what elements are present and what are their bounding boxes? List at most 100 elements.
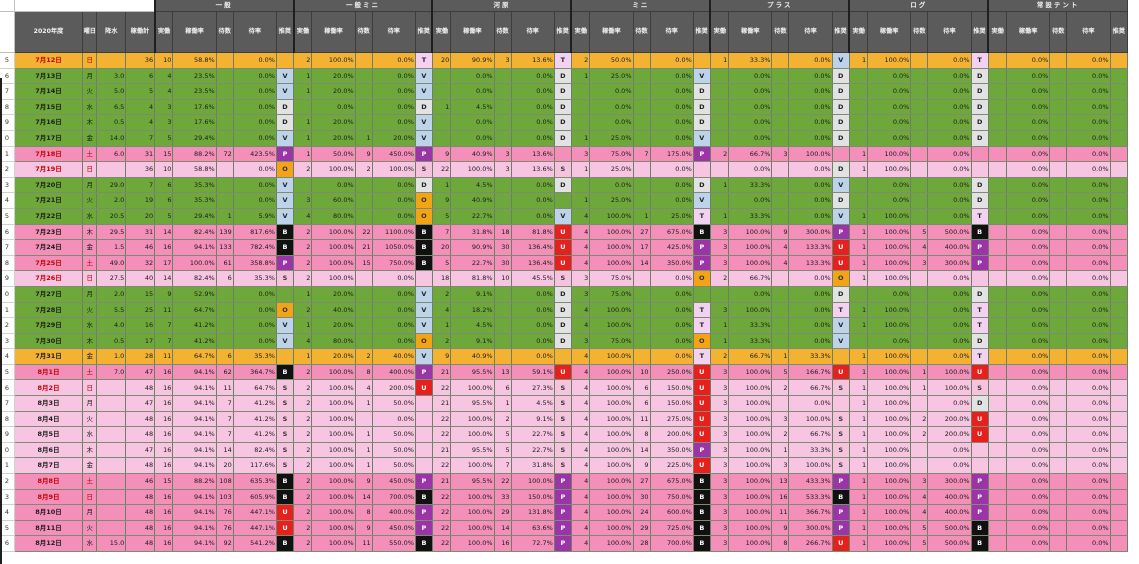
active-cell[interactable] [988,224,1008,241]
rate-cell[interactable]: 0.0% [867,286,912,303]
wait-count-cell[interactable] [1049,99,1068,116]
wait-count-cell[interactable]: 8 [355,504,373,521]
rate-cell[interactable]: 100.0% [450,535,495,552]
rate-cell[interactable]: 25.0% [589,192,634,209]
rate-cell[interactable]: 100.0% [728,426,773,443]
wait-count-cell[interactable] [1049,161,1068,178]
wait-rate-cell[interactable]: 0.0% [788,130,833,147]
op-total-cell[interactable]: 15 [125,286,156,303]
wait-count-cell[interactable] [633,130,651,147]
active-cell[interactable]: 4 [571,489,591,506]
rate-cell[interactable]: 64.7% [172,302,217,319]
active-cell[interactable]: 4 [571,208,591,225]
active-cell[interactable]: 3 [571,333,591,350]
weekday-cell[interactable]: 火 [82,302,98,319]
active-cell[interactable]: 1 [849,473,869,490]
active-cell[interactable]: 2 [293,270,313,287]
recommend-cell[interactable]: B [415,489,433,506]
wait-rate-cell[interactable]: 0.0% [650,286,694,303]
recommend-cell[interactable]: U [971,364,989,381]
wait-rate-cell[interactable]: 605.9% [233,489,277,506]
wait-rate-cell[interactable]: 0.0% [788,161,833,178]
weekday-cell[interactable]: 水 [82,317,98,334]
wait-rate-cell[interactable]: 425.0% [650,239,694,256]
wait-count-cell[interactable] [494,177,512,194]
rate-cell[interactable]: 100.0% [311,457,356,475]
rate-cell[interactable]: 94.1% [172,442,217,459]
wait-count-cell[interactable]: 76 [216,504,234,521]
rate-cell[interactable]: 0.0% [728,68,773,85]
recommend-cell[interactable] [971,146,989,163]
recommend-cell[interactable]: P [415,473,433,490]
recommend-cell[interactable]: P [554,520,572,537]
rate-cell[interactable]: 40.9% [450,192,495,209]
wait-count-cell[interactable]: 8 [771,535,790,552]
rate-cell[interactable]: 50.0% [311,146,356,163]
rate-cell[interactable]: 0.0% [1006,208,1051,225]
active-cell[interactable] [571,114,591,131]
active-cell[interactable]: 22 [432,457,452,475]
wait-count-cell[interactable]: 7 [216,411,234,428]
rate-cell[interactable]: 100.0% [589,379,634,397]
wait-count-cell[interactable] [633,177,651,194]
wait-rate-cell[interactable]: 450.0% [372,146,416,163]
weekday-cell[interactable]: 金 [82,239,98,256]
rate-cell[interactable]: 100.0% [311,489,356,506]
active-cell[interactable]: 7 [432,224,452,241]
rate-cell[interactable]: 100.0% [311,395,356,412]
wait-count-cell[interactable]: 14 [355,489,373,506]
active-cell[interactable] [988,192,1008,209]
wait-count-cell[interactable] [910,68,929,85]
wait-rate-cell[interactable]: 0.0% [511,192,555,209]
recommend-cell[interactable]: U [693,411,711,428]
wait-rate-cell[interactable]: 0.0% [511,114,555,131]
recommend-cell[interactable]: P [276,146,295,163]
recommend-cell[interactable]: O [276,161,295,178]
recommend-cell[interactable]: V [276,83,295,100]
active-cell[interactable] [988,270,1008,287]
wait-count-cell[interactable]: 5 [771,364,790,381]
recommend-cell[interactable]: P [415,504,433,521]
active-cell[interactable] [988,286,1008,303]
rate-cell[interactable]: 66.7% [728,146,773,163]
weekday-cell[interactable]: 水 [82,99,98,116]
wait-rate-cell[interactable]: 35.3% [233,270,277,287]
wait-rate-cell[interactable]: 500.0% [927,224,972,241]
wait-count-cell[interactable] [216,99,234,116]
recommend-cell[interactable]: D [832,192,850,209]
active-cell[interactable] [988,395,1008,412]
recommend-cell[interactable]: D [832,83,850,100]
active-cell[interactable] [849,192,869,209]
op-total-cell[interactable]: 36 [125,52,156,69]
recommend-cell[interactable] [971,270,989,287]
weekday-cell[interactable]: 日 [82,52,98,69]
wait-rate-cell[interactable]: 4.5% [511,395,555,412]
wait-count-cell[interactable]: 2 [771,426,790,443]
rate-cell[interactable]: 100.0% [311,52,356,69]
rate-cell[interactable]: 100.0% [728,364,773,381]
rate-cell[interactable]: 95.5% [450,473,495,490]
active-cell[interactable]: 2 [293,52,313,69]
wait-rate-cell[interactable]: 100.0% [788,411,833,428]
recommend-cell[interactable]: D [554,286,572,303]
recommend-cell[interactable]: V [832,333,850,350]
rate-cell[interactable]: 100.0% [589,302,634,319]
wait-rate-cell[interactable]: 0.0% [1066,192,1111,209]
recommend-cell[interactable] [1110,83,1129,100]
active-cell[interactable]: 22 [432,520,452,537]
wait-count-cell[interactable] [216,177,234,194]
rate-cell[interactable]: 33.3% [728,333,773,350]
rate-cell[interactable]: 0.0% [728,286,773,303]
recommend-cell[interactable] [415,457,433,475]
recommend-cell[interactable] [832,146,850,163]
rate-cell[interactable]: 80.0% [311,333,356,350]
recommend-cell[interactable]: V [276,208,295,225]
active-cell[interactable]: 3 [710,504,730,521]
recommend-cell[interactable]: P [693,255,711,272]
recommend-cell[interactable] [1110,146,1129,163]
recommend-cell[interactable]: V [415,130,433,147]
recommend-cell[interactable]: B [276,364,295,381]
wait-count-cell[interactable]: 62 [216,364,234,381]
active-cell[interactable] [710,68,730,85]
